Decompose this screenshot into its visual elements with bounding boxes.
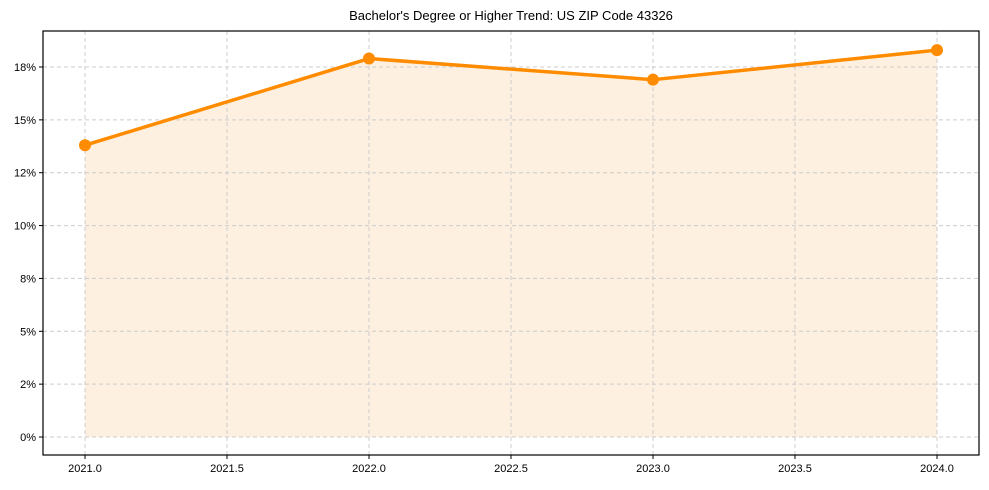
- data-line: [83, 48, 939, 147]
- y-axis: 0% 2% 5% 8% 10% 12% 15% 18%: [14, 62, 43, 444]
- plot-area: 2021.0 2021.5 2022.0 2022.5 2023.0 2023.5 2024…: [14, 30, 980, 475]
- y-tick-label: 12%: [14, 168, 36, 180]
- y-tick-label: 8%: [20, 273, 36, 285]
- x-tick-label: 2022.0: [352, 463, 386, 475]
- y-tick-label: 10%: [14, 221, 36, 233]
- x-tick-label: 2022.5: [494, 463, 528, 475]
- data-point-marker: [647, 73, 659, 86]
- chart-title: Bachelor's Degree or Higher Trend: US ZI…: [349, 8, 673, 23]
- x-tick-label: 2023.0: [636, 463, 670, 475]
- y-tick-label: 15%: [14, 115, 36, 127]
- x-tick-label: 2023.5: [778, 463, 812, 475]
- data-point-marker: [79, 139, 91, 152]
- x-tick-label: 2024.0: [920, 463, 954, 475]
- y-tick-label: 0%: [20, 432, 36, 444]
- data-point-marker: [931, 44, 943, 57]
- grid: [43, 31, 979, 455]
- x-tick-label: 2021.0: [68, 463, 102, 475]
- data-point-marker: [363, 52, 375, 65]
- x-axis: 2021.0 2021.5 2022.0 2022.5 2023.0 2023.5 2024…: [68, 455, 954, 475]
- y-tick-label: 2%: [20, 379, 36, 391]
- y-tick-label: 18%: [14, 62, 36, 74]
- x-tick-label: 2021.5: [210, 463, 244, 475]
- y-tick-label: 5%: [20, 326, 36, 338]
